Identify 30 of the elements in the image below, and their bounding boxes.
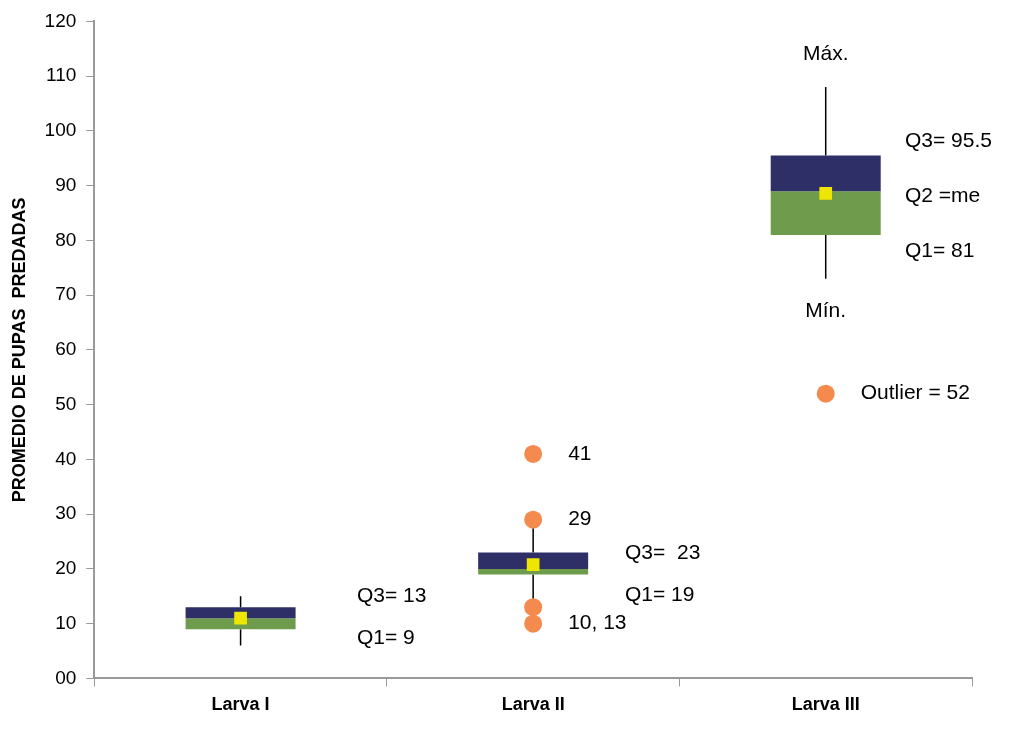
- annotation: Q3= 95.5: [905, 127, 992, 151]
- y-tick-label: 30: [55, 502, 77, 524]
- annotation: Máx.: [802, 41, 849, 65]
- y-tick-label: 110: [46, 64, 77, 86]
- y-tick-label: 50: [55, 392, 77, 414]
- y-tick-label: 40: [55, 447, 77, 469]
- annotation: Q1= 19: [625, 581, 695, 605]
- y-tick-label: 00: [55, 666, 77, 688]
- annotation: Q3= 13: [357, 582, 427, 606]
- annotation: Outlier = 52: [860, 380, 970, 404]
- annotation: 10, 13: [568, 610, 627, 634]
- y-tick-label: 90: [55, 173, 77, 195]
- x-tick-label: Larva I: [211, 694, 270, 715]
- annotation: Q1= 9: [357, 624, 415, 648]
- x-tick-label: Larva II: [501, 694, 565, 715]
- y-tick-label: 70: [55, 283, 77, 305]
- annotation: 41: [568, 440, 592, 464]
- annotation: Mín.: [805, 298, 847, 322]
- y-tick-label: 60: [55, 338, 77, 360]
- annotation: Q1= 81: [905, 237, 975, 261]
- annotation: Q3= 23: [625, 539, 701, 563]
- annotation: 29: [568, 506, 592, 530]
- y-tick-label: 100: [44, 119, 77, 141]
- y-tick-label: 120: [44, 9, 77, 31]
- y-tick-label: 10: [55, 611, 77, 633]
- annotation: Q2 =me: [905, 182, 981, 206]
- y-tick-label: 80: [55, 228, 77, 250]
- x-tick-label: Larva III: [791, 694, 860, 715]
- y-tick-label: 20: [55, 557, 77, 579]
- y-axis-title: PROMEDIO DE PUPAS PREDADAS: [8, 197, 29, 503]
